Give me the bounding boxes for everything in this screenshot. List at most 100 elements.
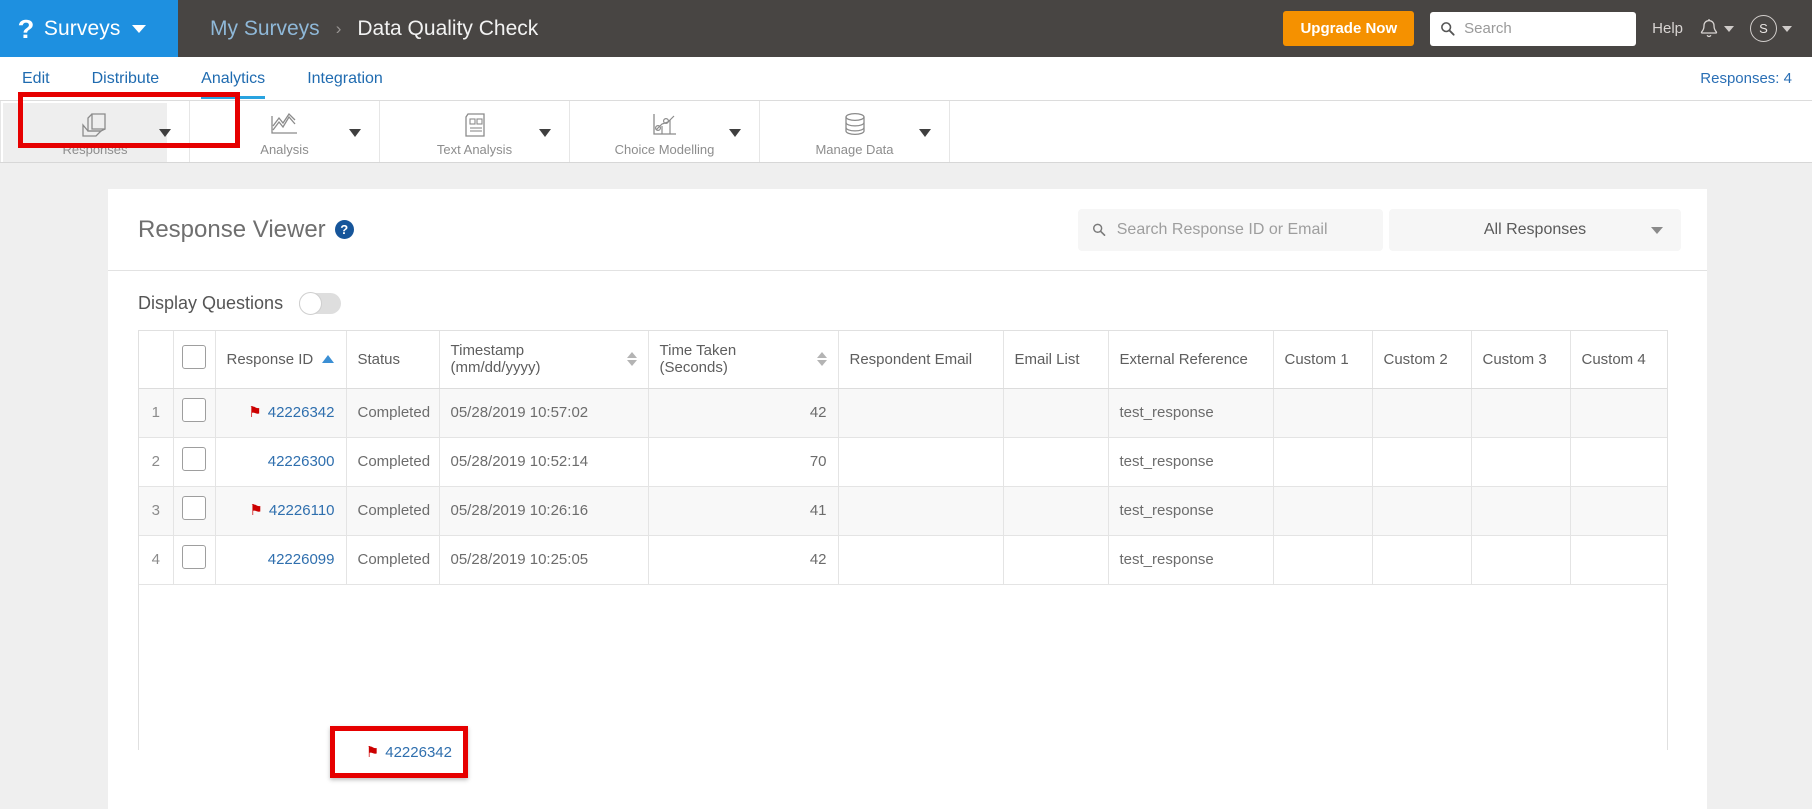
toolbar-item-responses[interactable]: Responses <box>0 101 190 162</box>
column-header-custom-1[interactable]: Custom 1 <box>1273 331 1373 389</box>
global-search-input[interactable] <box>1462 19 1627 38</box>
cell-email-list <box>1003 437 1109 487</box>
nav-tab-integration[interactable]: Integration <box>307 69 383 87</box>
chevron-down-icon[interactable] <box>919 128 931 137</box>
help-icon[interactable]: ? <box>334 220 354 239</box>
breadcrumb: My Surveys › Data Quality Check <box>178 0 538 57</box>
cell-custom-4 <box>1570 437 1667 487</box>
response-search-box[interactable] <box>1078 208 1383 251</box>
global-search-box[interactable] <box>1430 11 1637 46</box>
toolbar-item-text-analysis[interactable]: Text Analysis <box>380 101 570 162</box>
table-row[interactable]: 3 ⚑ 42226110 Completed 05/28/2019 10:26:1… <box>139 486 1667 536</box>
page-title-wrap: Response Viewer ? <box>138 216 354 244</box>
toolbar-label-text-analysis: Text Analysis <box>436 142 513 157</box>
row-checkbox[interactable] <box>182 398 206 422</box>
cell-custom-4 <box>1570 486 1667 536</box>
row-index: 3 <box>139 486 174 536</box>
cell-custom-1 <box>1273 437 1373 487</box>
table-row[interactable]: 4 42226099 Completed 05/28/2019 10:25:05… <box>139 535 1667 585</box>
cell-response-id[interactable]: ⚑ 42226342 <box>215 388 347 438</box>
row-select-cell <box>173 486 216 536</box>
row-checkbox[interactable] <box>182 545 206 569</box>
column-header-custom-3[interactable]: Custom 3 <box>1471 331 1571 389</box>
column-label-custom-2: Custom 2 <box>1383 350 1448 368</box>
column-header-time-taken[interactable]: Time Taken (Seconds) <box>648 331 839 389</box>
toolbar-selected-background <box>3 103 167 162</box>
select-all-checkbox[interactable] <box>182 345 206 370</box>
response-id-link[interactable]: 42226110 <box>268 502 335 519</box>
cell-respondent-email <box>838 486 1004 536</box>
cell-custom-1 <box>1273 535 1373 585</box>
app-logo-icon: ? <box>17 13 35 44</box>
brand-surveys-menu[interactable]: ? Surveys <box>0 0 178 57</box>
cell-email-list <box>1003 388 1109 438</box>
row-checkbox[interactable] <box>182 447 206 471</box>
cell-response-id[interactable]: ⚑ 42226110 <box>215 486 347 536</box>
chevron-down-icon[interactable] <box>539 128 551 137</box>
flag-icon: ⚑ <box>248 404 262 421</box>
page-title: Response Viewer <box>138 215 326 243</box>
column-header-custom-2[interactable]: Custom 2 <box>1372 331 1472 389</box>
toolbar-item-choice-modelling[interactable]: Choice Modelling <box>570 101 760 162</box>
column-header-timestamp[interactable]: Timestamp (mm/dd/yyyy) <box>439 331 649 389</box>
response-id-link[interactable]: 42226099 <box>267 550 335 568</box>
search-icon <box>1441 22 1455 36</box>
row-index: 2 <box>139 437 174 487</box>
cell-response-id[interactable]: 42226300 <box>215 437 347 487</box>
user-account-menu[interactable]: S <box>1750 15 1792 42</box>
column-header-response-id[interactable]: Response ID <box>215 331 347 389</box>
notifications-menu[interactable] <box>1699 18 1734 40</box>
column-header-respondent-email[interactable]: Respondent Email <box>838 331 1004 389</box>
upgrade-now-button[interactable]: Upgrade Now <box>1283 11 1415 46</box>
text-analysis-icon <box>461 110 489 140</box>
response-filter-dropdown[interactable]: All Responses <box>1389 208 1681 251</box>
table-row[interactable]: 2 42226300 Completed 05/28/2019 10:52:14… <box>139 437 1667 487</box>
display-questions-toggle[interactable] <box>299 292 342 315</box>
responses-icon <box>78 110 112 140</box>
toolbar-item-analysis[interactable]: Analysis <box>190 101 380 162</box>
response-table-scroll[interactable]: Response ID Status Timestamp (mm/dd/yyyy… <box>138 330 1668 750</box>
column-header-email-list[interactable]: Email List <box>1003 331 1109 389</box>
response-viewer-controls: All Responses <box>1078 208 1681 251</box>
chevron-down-icon[interactable] <box>729 128 741 137</box>
response-table: Response ID Status Timestamp (mm/dd/yyyy… <box>139 331 1667 585</box>
toolbar-item-manage-data[interactable]: Manage Data <box>760 101 950 162</box>
response-table-wrap: Response ID Status Timestamp (mm/dd/yyyy… <box>108 330 1707 778</box>
sort-ascending-icon <box>322 355 335 364</box>
cell-status: Completed <box>346 535 440 585</box>
cell-respondent-email <box>838 437 1004 487</box>
column-label-custom-1: Custom 1 <box>1284 350 1349 368</box>
nav-tab-edit[interactable]: Edit <box>22 69 50 87</box>
column-label-custom-3: Custom 3 <box>1482 350 1547 368</box>
cell-timestamp: 05/28/2019 10:52:14 <box>439 437 649 487</box>
brand-label: Surveys <box>43 16 121 40</box>
response-search-input[interactable] <box>1114 219 1369 240</box>
breadcrumb-separator-icon: › <box>335 18 342 38</box>
cell-custom-2 <box>1372 535 1472 585</box>
nav-tab-distribute[interactable]: Distribute <box>91 69 160 87</box>
analytics-toolbar: Responses Analysis <box>0 101 1812 163</box>
column-header-custom-4[interactable]: Custom 4 <box>1570 331 1667 389</box>
nav-tab-analytics[interactable]: Analytics <box>201 59 266 99</box>
column-label-email-list: Email List <box>1014 350 1080 368</box>
bell-icon <box>1700 18 1718 37</box>
cell-external-reference: test_response <box>1108 437 1274 487</box>
survey-section-nav: Edit Distribute Analytics Integration Re… <box>0 57 1812 101</box>
column-header-external-reference[interactable]: External Reference <box>1108 331 1274 389</box>
column-label-respondent-email: Respondent Email <box>849 350 973 368</box>
row-checkbox[interactable] <box>182 496 206 520</box>
cell-time-taken: 41 <box>648 486 839 536</box>
response-id-link[interactable]: 42226342 <box>267 404 335 421</box>
cell-status: Completed <box>346 437 440 487</box>
cell-external-reference: test_response <box>1108 535 1274 585</box>
response-id-link[interactable]: 42226300 <box>267 452 335 470</box>
column-label-status: Status <box>357 350 401 368</box>
chevron-down-icon <box>1782 25 1792 32</box>
breadcrumb-my-surveys[interactable]: My Surveys <box>210 16 320 40</box>
column-header-status[interactable]: Status <box>346 331 440 389</box>
help-link[interactable]: Help <box>1652 20 1683 37</box>
chevron-down-icon[interactable] <box>159 128 171 137</box>
cell-response-id[interactable]: 42226099 <box>215 535 347 585</box>
table-row[interactable]: 1 ⚑ 42226342 Completed 05/28/2019 10:57:0… <box>139 388 1667 438</box>
chevron-down-icon[interactable] <box>349 128 361 137</box>
